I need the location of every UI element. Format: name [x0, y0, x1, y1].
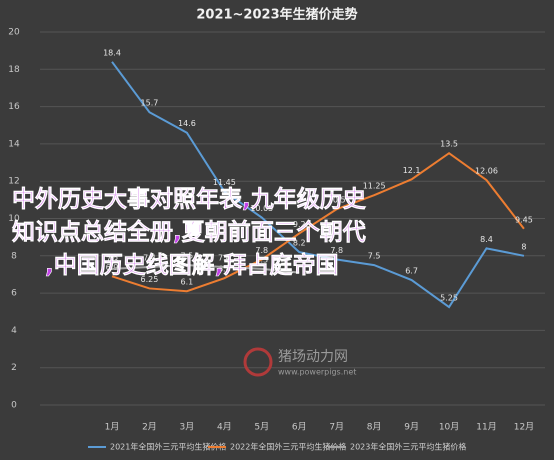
series-line: [111, 152, 525, 293]
y-tick-label: 18: [8, 65, 20, 75]
value-label: 6.8: [218, 265, 231, 274]
value-label: 10.05: [250, 204, 273, 213]
overlay-text: 中外历史大事对照年表,九年级历史: [12, 186, 367, 213]
value-label: 11.25: [363, 182, 386, 191]
value-label: 7.5: [181, 252, 194, 261]
legend-label: 2021年全国外三元平均生猪价格: [110, 442, 226, 452]
value-label: 7.3: [106, 255, 119, 264]
value-label: 8: [521, 242, 526, 251]
x-tick-label: 9月: [404, 422, 419, 433]
value-label: 8.2: [293, 239, 306, 248]
value-label: 6.25: [141, 275, 159, 284]
overlay-text: 知识点总结全册,夏朝前面三个朝代: [12, 219, 366, 246]
x-tick-label: 11月: [476, 422, 496, 433]
value-label: 12.1: [403, 166, 421, 175]
value-label: 7.4: [218, 253, 231, 262]
value-label: 7.8: [330, 246, 343, 255]
x-tick-label: 10月: [439, 422, 459, 433]
watermark-name: 猪场动力网: [278, 349, 348, 365]
value-label: 6.1: [181, 278, 194, 287]
x-tick-label: 5月: [254, 422, 269, 433]
value-label: 7.1: [293, 259, 306, 268]
y-tick-label: 10: [8, 214, 20, 224]
value-label: 14.6: [178, 119, 196, 128]
y-tick-label: 8: [11, 251, 17, 261]
value-label: 9.45: [515, 215, 533, 224]
series-line: [111, 61, 525, 309]
x-tick-label: 12月: [514, 422, 534, 433]
value-label: 6.9: [106, 263, 119, 272]
y-tick-label: 0: [11, 401, 17, 411]
value-label: 10.5: [328, 196, 346, 205]
value-label: 7.5: [368, 252, 381, 261]
watermark-logo: [243, 347, 273, 377]
x-tick-label: 3月: [180, 422, 195, 433]
value-label: 5.25: [440, 294, 458, 303]
y-tick-label: 16: [8, 102, 20, 112]
x-tick-label: 7月: [329, 422, 344, 433]
watermark: 猪场动力网 www.powerpigs.net: [243, 347, 356, 377]
y-tick-label: 20: [8, 28, 20, 38]
value-label: 18.4: [103, 48, 121, 57]
value-label: 11.45: [213, 178, 236, 187]
y-tick-label: 4: [11, 326, 17, 336]
overlay-text: ,中国历史线图解,拜占庭帝国: [45, 252, 338, 279]
value-label: 8.4: [480, 235, 493, 244]
y-tick-label: 2: [11, 363, 17, 373]
value-label: 9.2: [293, 220, 306, 229]
x-tick-label: 8月: [367, 422, 382, 433]
x-tick-label: 2月: [142, 422, 157, 433]
value-label: 6.7: [405, 267, 418, 276]
x-tick-label: 1月: [105, 422, 120, 433]
legend-label: 2022年全国外三元平均生猪价格: [230, 442, 346, 452]
watermark-url: www.powerpigs.net: [278, 368, 356, 377]
value-label: 7.3: [255, 255, 268, 264]
value-label: 7.4: [143, 253, 156, 262]
x-tick-label: 6月: [292, 422, 307, 433]
value-label: 15.7: [141, 99, 159, 108]
x-tick-label: 4月: [217, 422, 232, 433]
y-tick-label: 12: [8, 177, 19, 187]
chart-title: 2021~2023年生猪价走势: [196, 7, 357, 23]
value-label: 7.8: [255, 246, 268, 255]
y-tick-label: 6: [11, 289, 17, 299]
value-label: 12.06: [475, 167, 498, 176]
series-line: [111, 264, 300, 274]
y-tick-label: 14: [8, 139, 20, 149]
value-label: 13.5: [440, 140, 458, 149]
legend-label: 2023年全国外三元平均生猪价格: [350, 442, 466, 452]
